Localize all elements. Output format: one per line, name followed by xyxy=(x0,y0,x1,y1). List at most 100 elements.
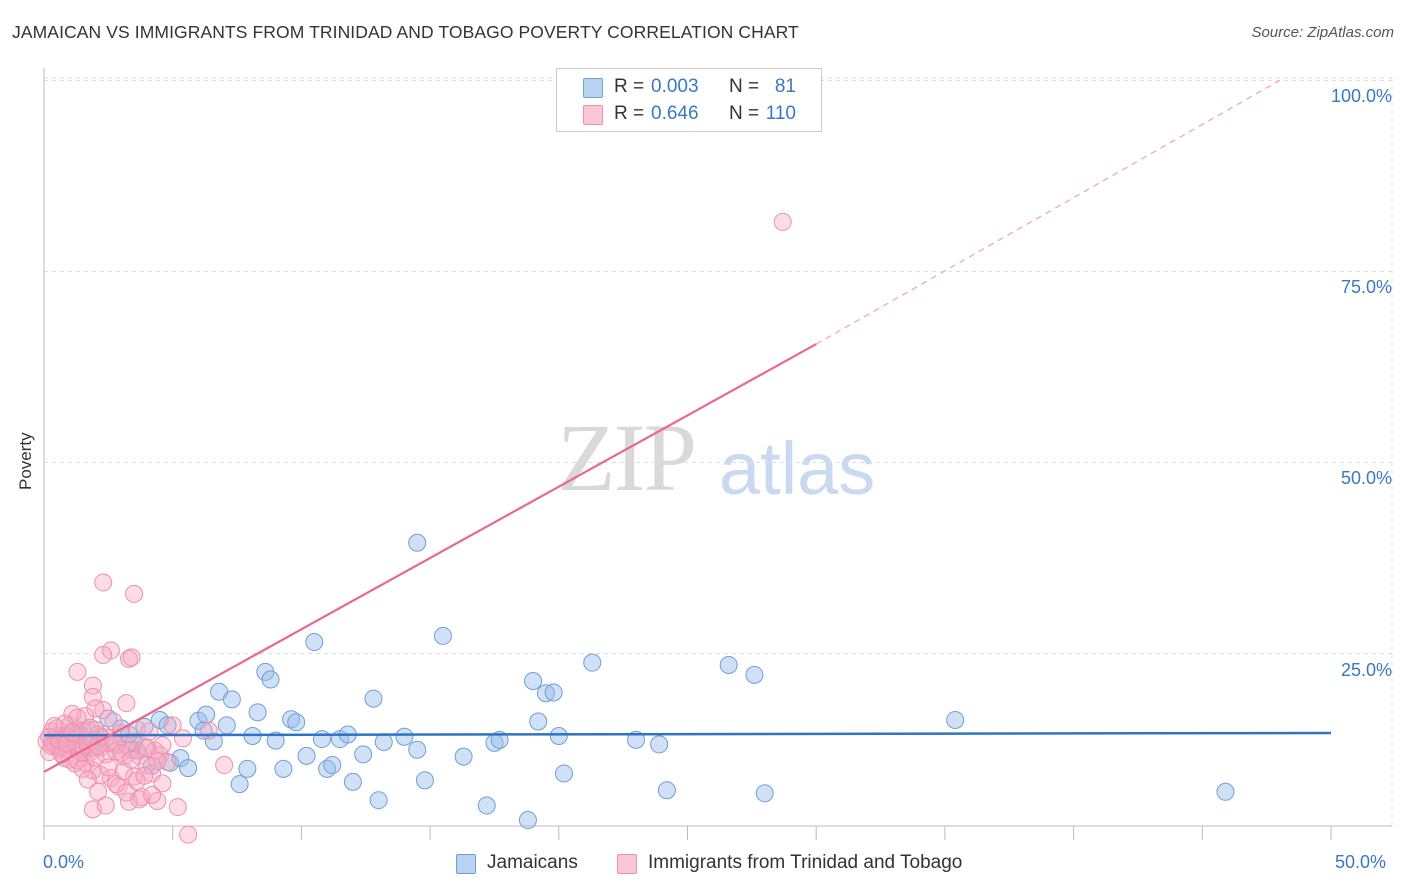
point-jamaican xyxy=(179,759,198,778)
point-trinidad xyxy=(73,759,92,778)
point-jamaican xyxy=(433,626,452,645)
point-trinidad xyxy=(135,766,154,785)
point-jamaican xyxy=(354,745,373,764)
point-trinidad xyxy=(112,743,131,762)
legend-n-value: 110 xyxy=(765,103,796,124)
point-trinidad xyxy=(215,756,234,775)
legend-swatch-blue xyxy=(583,78,603,98)
point-trinidad xyxy=(143,785,162,804)
x-tick-label: 50.0% xyxy=(1335,852,1387,872)
point-jamaican xyxy=(305,633,324,652)
trend-line-trinidad-extension xyxy=(815,79,1280,345)
point-jamaican xyxy=(657,781,676,800)
point-jamaican xyxy=(274,759,293,778)
legend-n-value: 81 xyxy=(774,76,796,97)
point-trinidad xyxy=(148,791,167,810)
chart-title: JAMAICAN VS IMMIGRANTS FROM TRINIDAD AND… xyxy=(12,22,799,42)
point-jamaican xyxy=(343,772,362,791)
point-trinidad xyxy=(89,782,108,801)
point-trinidad xyxy=(68,662,87,681)
point-trinidad xyxy=(125,584,144,603)
point-jamaican xyxy=(282,710,301,729)
point-trinidad xyxy=(94,573,113,592)
trend-line-trinidad xyxy=(43,343,817,773)
y-tick-label: 75.0% xyxy=(1340,277,1392,297)
axis-layer xyxy=(43,68,1392,840)
point-trinidad xyxy=(78,770,97,789)
legend-r-value: 0.646 xyxy=(651,103,699,124)
point-trinidad xyxy=(94,701,113,720)
point-jamaican xyxy=(415,771,434,790)
point-trinidad xyxy=(199,721,218,740)
legend-n-label: N = xyxy=(729,103,760,124)
point-jamaican xyxy=(554,764,573,783)
point-jamaican xyxy=(369,791,388,810)
point-jamaican xyxy=(374,733,393,752)
point-jamaican xyxy=(946,710,965,729)
point-jamaican xyxy=(408,740,427,759)
point-jamaican xyxy=(297,746,316,765)
legend-swatch-pink xyxy=(583,105,603,125)
point-trinidad xyxy=(99,758,118,777)
point-trinidad xyxy=(96,796,115,815)
trend-line-jamaicans xyxy=(43,731,1332,737)
point-jamaican xyxy=(549,727,568,746)
point-trinidad xyxy=(140,722,159,741)
point-trinidad xyxy=(137,739,156,758)
point-jamaican xyxy=(266,731,285,750)
legend-label-trinidad: Immigrants from Trinidad and Tobago xyxy=(648,852,963,873)
point-trinidad xyxy=(173,729,192,748)
point-jamaican xyxy=(222,690,241,709)
legend-r-label: R = xyxy=(614,76,645,97)
point-trinidad xyxy=(773,212,792,231)
legend-row-jamaicans: R = 0.003 N = 81 xyxy=(557,73,821,101)
grid-layer xyxy=(44,77,1393,826)
y-tick-label: 100.0% xyxy=(1330,86,1392,106)
point-jamaican xyxy=(529,712,548,731)
y-axis-label: Poverty xyxy=(16,432,35,490)
point-jamaican xyxy=(650,735,669,754)
point-jamaican xyxy=(395,727,414,746)
point-jamaican xyxy=(408,533,427,552)
point-jamaican xyxy=(230,775,249,794)
point-jamaican xyxy=(755,784,774,803)
point-jamaican xyxy=(287,713,306,732)
trend-layer xyxy=(43,79,1332,773)
point-jamaican xyxy=(518,811,537,830)
point-jamaican xyxy=(544,683,563,702)
point-trinidad xyxy=(158,752,177,771)
legend-label-jamaicans: Jamaicans xyxy=(487,852,578,873)
point-trinidad xyxy=(83,688,102,707)
correlation-legend: R = 0.003 N = 81 R = 0.646 N = 110 xyxy=(556,68,822,132)
point-trinidad xyxy=(153,774,172,793)
point-trinidad xyxy=(122,648,141,667)
x-tick-label: 0.0% xyxy=(43,852,85,872)
point-jamaican xyxy=(99,709,118,728)
point-trinidad xyxy=(168,798,187,817)
point-trinidad xyxy=(148,752,167,771)
legend-n-label: N = xyxy=(729,76,760,97)
point-jamaican xyxy=(454,747,473,766)
point-jamaican xyxy=(524,672,543,691)
point-trinidad xyxy=(63,723,82,742)
point-jamaican xyxy=(197,705,216,724)
legend-swatch-pink xyxy=(617,854,637,874)
legend-row-trinidad: R = 0.646 N = 110 xyxy=(557,100,821,128)
point-jamaican xyxy=(261,670,280,689)
point-jamaican xyxy=(477,796,496,815)
point-jamaican xyxy=(719,655,738,674)
legend-r-label: R = xyxy=(614,103,645,124)
point-trinidad xyxy=(153,736,172,755)
point-trinidad xyxy=(81,718,100,737)
point-jamaican xyxy=(312,730,331,749)
y-tick-label: 25.0% xyxy=(1340,660,1392,680)
point-jamaican xyxy=(583,653,602,672)
point-jamaican xyxy=(745,665,764,684)
point-jamaican xyxy=(323,756,342,775)
series-legend: Jamaicans Immigrants from Trinidad and T… xyxy=(0,852,1406,878)
point-jamaican xyxy=(627,730,646,749)
point-trinidad xyxy=(94,646,113,665)
point-jamaican xyxy=(238,759,257,778)
point-trinidad xyxy=(86,748,105,767)
